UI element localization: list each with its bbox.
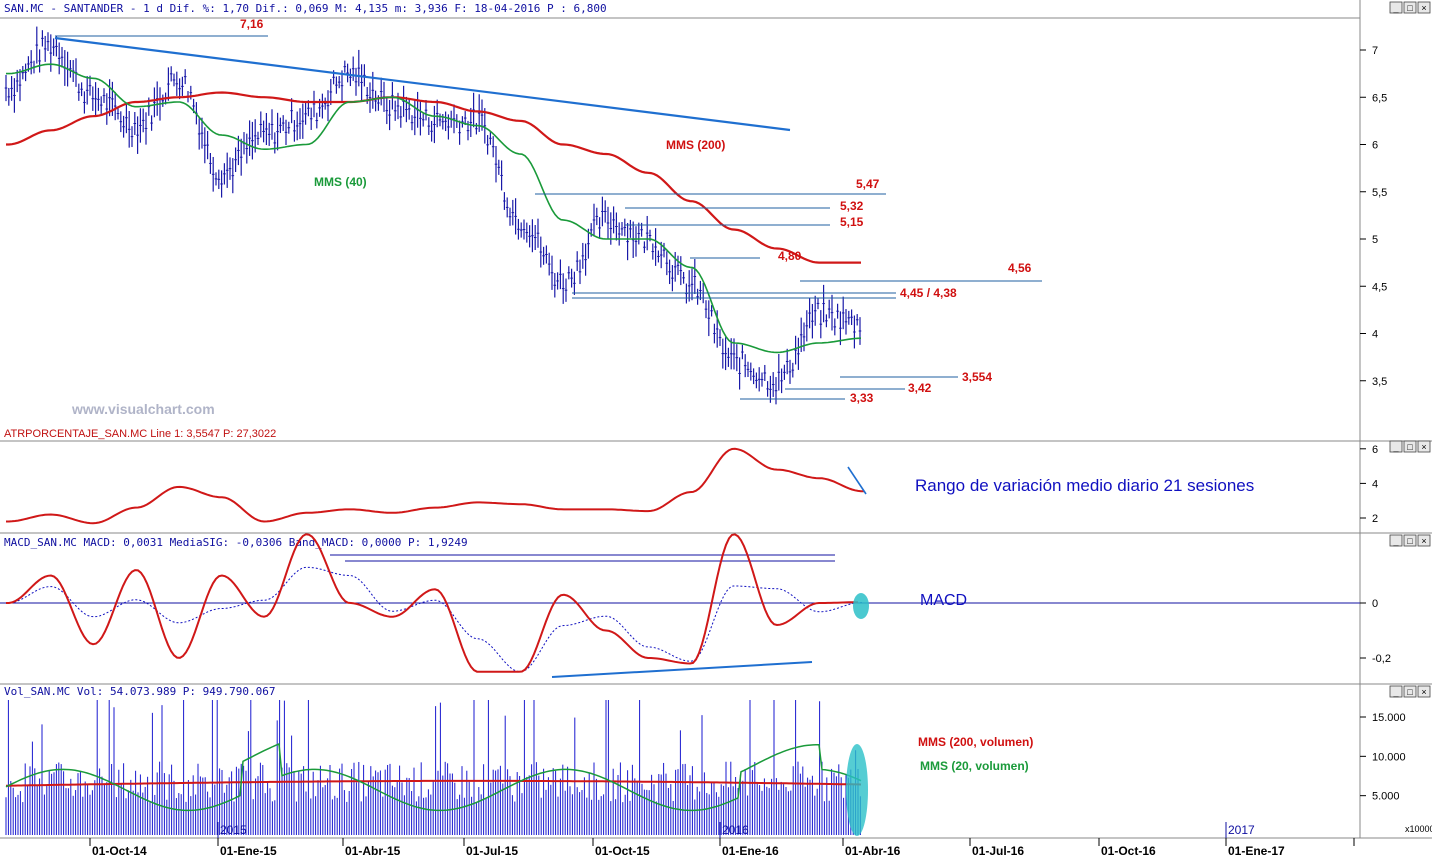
x-tick-label: 01-Oct-15 — [595, 844, 650, 857]
window-button — [1417, 440, 1431, 453]
volume-tick-label: 10.000 — [1372, 751, 1406, 763]
atr-annotation: Rango de variación medio diario 21 sesio… — [915, 476, 1254, 495]
price-tick-label: 5,5 — [1372, 187, 1387, 199]
window-controls: _ □ × _ □ × _ □ × _ □ × — [1389, 1, 1431, 698]
panel-frames — [0, 0, 1432, 839]
price-tick-label: 4 — [1372, 329, 1378, 341]
window-button — [1389, 685, 1403, 698]
window-button — [1417, 534, 1431, 547]
level-label: 4,45 / 4,38 — [900, 286, 957, 300]
price-tick-label: 7 — [1372, 45, 1378, 57]
watermark: www.visualchart.com — [71, 401, 215, 417]
macd-highlight — [853, 593, 869, 619]
window-button-glyph: □ — [1407, 536, 1413, 546]
window-button-glyph: × — [1421, 687, 1426, 697]
mms40-line — [6, 63, 862, 354]
macd-annotation: MACD — [920, 592, 967, 609]
x-tick-label: 01-Abr-16 — [845, 844, 901, 857]
price-header: SAN.MC - SANTANDER - 1 d Dif. %: 1,70 Di… — [4, 2, 607, 15]
level-label: 5,47 — [856, 177, 880, 191]
support-resistance-levels: 7,16 5,47 5,32 5,15 4,80 4,56 4,45 / 4,38 3,554… — [55, 17, 1042, 405]
level-label: 7,16 — [240, 17, 264, 31]
atr-trend-line — [847, 466, 867, 495]
macd-line — [6, 533, 858, 673]
year-label: 2016 — [722, 823, 749, 837]
window-button — [1403, 685, 1417, 698]
atr-y-axis: 6 4 2 — [1360, 444, 1378, 525]
volume-tick-label: 15.000 — [1372, 712, 1406, 724]
x-tick-label: 01-Abr-15 — [345, 844, 401, 857]
price-bars — [4, 26, 862, 405]
x-tick-label: 01-Jul-15 — [466, 844, 518, 857]
level-label: 5,32 — [840, 199, 864, 213]
macd-header: MACD_SAN.MC MACD: 0,0031 MediaSIG: -0,03… — [4, 536, 468, 549]
atr-tick-label: 2 — [1372, 513, 1378, 525]
level-label: 5,15 — [840, 215, 864, 229]
price-tick-label: 6,5 — [1372, 92, 1387, 104]
window-button-glyph: □ — [1407, 3, 1413, 13]
volume-mms20-line — [5, 742, 862, 812]
window-button-glyph: × — [1421, 536, 1426, 546]
downtrend-line — [54, 36, 791, 132]
macd-divergence-line — [551, 661, 813, 678]
window-button-glyph: □ — [1407, 442, 1413, 452]
window-button-glyph: _ — [1392, 442, 1399, 452]
x-tick-label: 01-Ene-15 — [220, 844, 277, 857]
price-tick-label: 5 — [1372, 234, 1378, 246]
window-button — [1389, 534, 1403, 547]
window-button — [1403, 1, 1417, 14]
volume-mms20-label: MMS (20, volumen) — [920, 759, 1029, 773]
window-button-glyph: _ — [1392, 536, 1399, 546]
window-button-glyph: _ — [1392, 687, 1399, 697]
mms200-line — [6, 91, 861, 264]
level-label: 4,56 — [1008, 261, 1032, 275]
year-marks: 2015 2016 2017 — [217, 822, 1255, 838]
x-tick-label: 01-Jul-16 — [972, 844, 1024, 857]
macd-tick-label: -0,2 — [1372, 653, 1391, 665]
price-tick-label: 6 — [1372, 140, 1378, 152]
x-tick-label: 01-Ene-17 — [1228, 844, 1285, 857]
volume-mms200-line — [6, 779, 862, 787]
year-label: 2017 — [1228, 823, 1255, 837]
volume-bars — [5, 700, 861, 835]
volume-y-axis: 15.000 10.000 5.000 — [1360, 712, 1406, 803]
mms40-label: MMS (40) — [314, 175, 367, 189]
atr-tick-label: 6 — [1372, 444, 1378, 456]
macd-y-axis: 0 -0,2 — [1360, 598, 1391, 665]
window-button — [1417, 685, 1431, 698]
window-button — [1389, 1, 1403, 14]
level-label: 4,80 — [778, 249, 802, 263]
atr-header: ATRPORCENTAJE_SAN.MC Line 1: 3,5547 P: 2… — [4, 428, 276, 440]
price-y-axis: 7 6,5 6 5,5 5 4,5 4 3,5 — [1360, 45, 1387, 388]
price-tick-label: 3,5 — [1372, 376, 1387, 388]
window-button — [1389, 440, 1403, 453]
x-tick-label: 01-Oct-16 — [1101, 844, 1156, 857]
macd-tick-label: 0 — [1372, 598, 1378, 610]
macd-signal-line — [9, 566, 863, 673]
year-label: 2015 — [220, 823, 247, 837]
atr-line — [6, 447, 864, 525]
window-button — [1417, 1, 1431, 14]
volume-highlight — [846, 744, 868, 836]
volume-unit: x10000 — [1405, 824, 1432, 834]
x-axis: 01-Oct-14 01-Ene-15 01-Abr-15 01-Jul-15 01-O… — [89, 838, 1355, 857]
window-button — [1403, 440, 1417, 453]
mms200-label: MMS (200) — [666, 138, 725, 152]
window-button-glyph: _ — [1392, 3, 1399, 13]
window-button — [1403, 534, 1417, 547]
price-tick-label: 4,5 — [1372, 281, 1387, 293]
volume-tick-label: 5.000 — [1372, 791, 1400, 803]
window-button-glyph: × — [1421, 3, 1426, 13]
x-tick-label: 01-Oct-14 — [92, 844, 147, 857]
volume-mms200-label: MMS (200, volumen) — [918, 735, 1033, 749]
x-tick-label: 01-Ene-16 — [722, 844, 779, 857]
atr-tick-label: 4 — [1372, 478, 1378, 490]
window-button-glyph: □ — [1407, 687, 1413, 697]
volume-header: Vol_SAN.MC Vol: 54.073.989 P: 949.790.06… — [4, 685, 276, 698]
level-label: 3,33 — [850, 391, 874, 405]
window-button-glyph: × — [1421, 442, 1426, 452]
level-label: 3,554 — [962, 370, 992, 384]
level-label: 3,42 — [908, 381, 932, 395]
